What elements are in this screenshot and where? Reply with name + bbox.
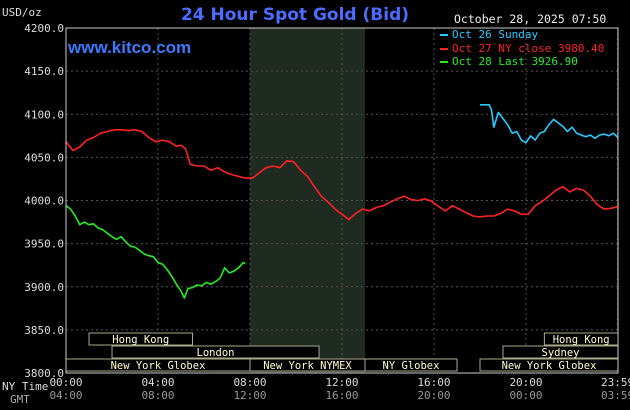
y-tick-label: 4100.0 (24, 108, 64, 121)
y-tick-label: 4000.0 (24, 195, 64, 208)
x-tick-label-gmt: 03:59 (601, 389, 630, 402)
legend-item-oct27: Oct 27 NY close 3980.40 (436, 42, 604, 56)
y-tick-label: 4050.0 (24, 151, 64, 164)
y-tick-label: 4150.0 (24, 65, 64, 78)
legend-swatch (440, 61, 448, 63)
x-tick-label-ny: 04:00 (141, 376, 174, 389)
x-tick-label-ny: 16:00 (417, 376, 450, 389)
session-label: Hong Kong (553, 334, 610, 346)
website-label: www.kitco.com (68, 38, 192, 57)
plot-frame (65, 27, 619, 374)
unit-label: USD/oz (2, 6, 42, 19)
x-tick-label-gmt: 16:00 (325, 389, 358, 402)
y-tick-label: 3850.0 (24, 324, 64, 337)
x-tick-label-ny: 20:00 (509, 376, 542, 389)
ny-time-axis-label: NY Time (2, 380, 49, 393)
price-series-line-0 (480, 104, 619, 144)
legend: Oct 26 Sunday Oct 27 NY close 3980.40 Oc… (436, 28, 604, 69)
y-tick-label: 3800.0 (24, 367, 64, 380)
session-label: New York Globex (111, 360, 206, 372)
x-tick-label-ny: 08:00 (233, 376, 266, 389)
session-label: New York Globex (502, 360, 597, 372)
session-box (364, 358, 458, 372)
legend-label: Oct 28 Last 3926.90 (452, 55, 578, 68)
x-tick-label-ny: 23:59 (601, 376, 630, 389)
session-label: New York NYMEX (263, 360, 352, 372)
price-series-line-1 (65, 129, 619, 221)
legend-label: Oct 27 NY close 3980.40 (452, 41, 605, 55)
y-tick-label: 3950.0 (24, 238, 64, 251)
legend-label: Oct 26 Sunday (452, 28, 539, 41)
y-tick-label: 3900.0 (24, 281, 64, 294)
session-label: Hong Kong (112, 334, 169, 346)
legend-swatch (440, 47, 448, 50)
x-tick-label-gmt: 08:00 (141, 389, 174, 402)
x-tick-label-gmt: 20:00 (417, 389, 450, 402)
gmt-axis-label: GMT (10, 393, 30, 406)
x-tick-label-gmt: 00:00 (509, 389, 542, 402)
y-tick-label: 4200.0 (24, 22, 64, 35)
x-tick-label-gmt: 12:00 (233, 389, 266, 402)
timestamp: October 28, 2025 07:50 (454, 12, 607, 26)
legend-swatch (440, 34, 448, 36)
session-box (88, 332, 193, 346)
session-label: NY Globex (383, 360, 440, 372)
price-series-line-2 (65, 205, 246, 299)
legend-item-oct28: Oct 28 Last 3926.90 (436, 55, 604, 69)
chart-title: 24 Hour Spot Gold (Bid) (180, 5, 410, 25)
session-box (111, 345, 320, 359)
x-tick-label-gmt: 04:00 (49, 389, 82, 402)
legend-item-sunday: Oct 26 Sunday (436, 28, 604, 42)
x-tick-label-ny: 12:00 (325, 376, 358, 389)
session-label: London (197, 347, 235, 359)
session-label: Sydney (542, 347, 580, 359)
x-tick-label-ny: 00:00 (49, 376, 82, 389)
